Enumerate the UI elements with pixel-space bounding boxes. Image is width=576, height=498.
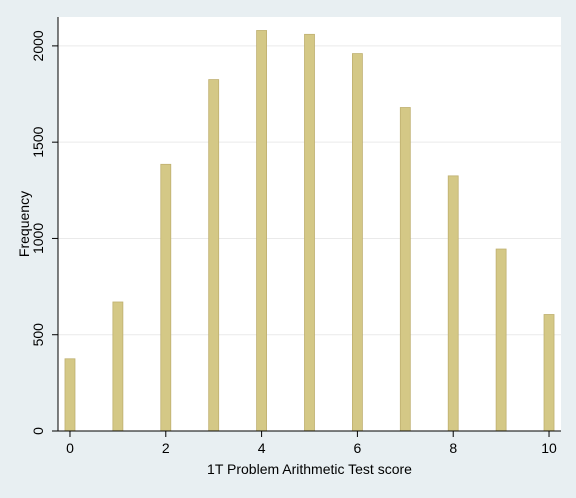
bars xyxy=(64,30,555,432)
x-axis-ticks: 0 2 4 6 8 10 xyxy=(66,431,557,456)
x-axis-title: 1T Problem Arithmetic Test score xyxy=(207,461,412,477)
bar-score-9 xyxy=(495,248,507,432)
bar-score-6 xyxy=(352,53,363,432)
bar-score-7 xyxy=(399,107,411,432)
y-axis-ticks: 0 500 1000 1500 2000 xyxy=(30,30,58,435)
x-tick-label-2: 2 xyxy=(162,440,170,456)
y-axis-title: Frequency xyxy=(16,191,32,257)
y-tick-label-1000: 1000 xyxy=(30,223,46,254)
x-tick-label-8: 8 xyxy=(449,440,457,456)
bar-score-5 xyxy=(304,33,315,432)
x-tick-label-6: 6 xyxy=(354,440,362,456)
bar-score-10 xyxy=(543,314,555,432)
bar-score-8 xyxy=(447,175,459,432)
x-tick-label-0: 0 xyxy=(66,440,74,456)
bar-score-2 xyxy=(160,163,172,432)
bar-score-1 xyxy=(112,301,124,432)
bar-score-3 xyxy=(208,79,220,432)
x-tick-label-4: 4 xyxy=(258,440,266,456)
bar-score-0 xyxy=(64,358,76,432)
y-tick-label-500: 500 xyxy=(30,323,46,347)
bar-score-4 xyxy=(256,30,267,432)
y-tick-label-0: 0 xyxy=(30,427,46,435)
y-tick-label-2000: 2000 xyxy=(30,30,46,61)
y-tick-label-1500: 1500 xyxy=(30,126,46,157)
x-tick-label-10: 10 xyxy=(541,440,557,456)
